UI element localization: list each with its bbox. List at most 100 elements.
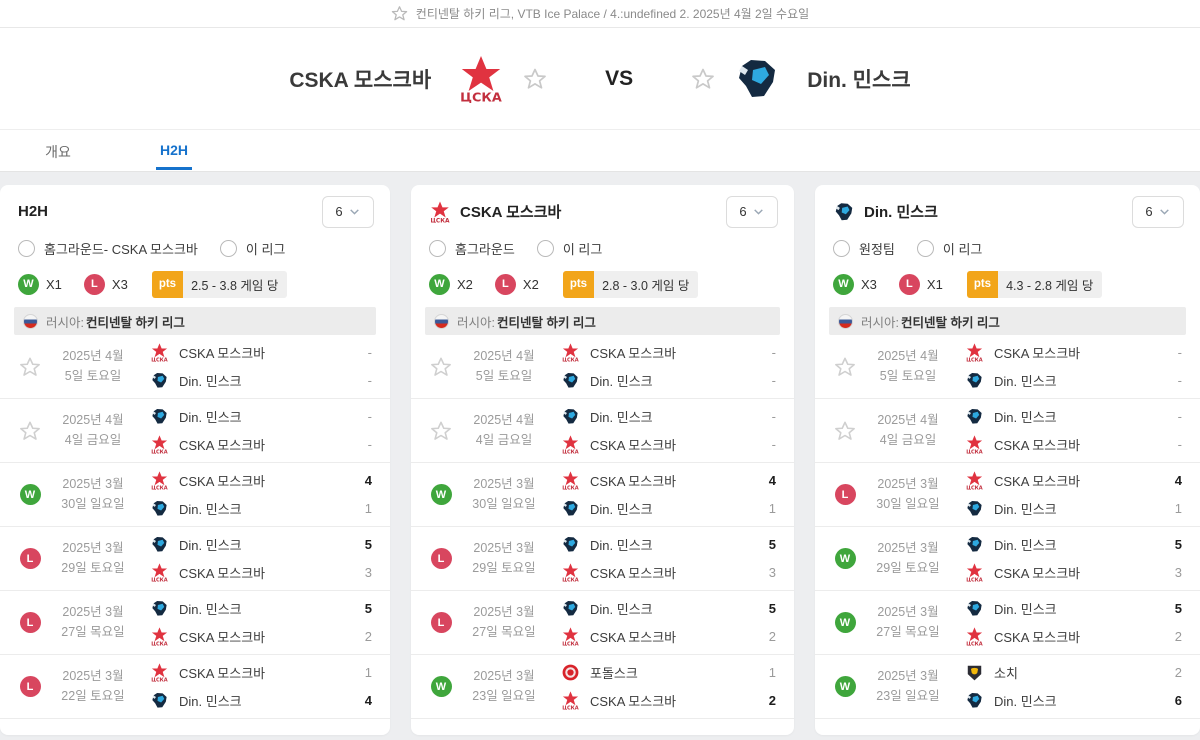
radio-filter[interactable]: 이 리그: [536, 239, 602, 258]
team-line: Din. 민스크 5: [150, 531, 372, 559]
team-logo-icon: [150, 407, 169, 426]
team-line: ЦСКА CSKA 모스크바 -: [561, 431, 776, 459]
favorite-star-icon[interactable]: [825, 356, 865, 378]
result-cell: W: [421, 676, 461, 697]
team-name: 소치: [994, 666, 1018, 681]
favorite-star-icon[interactable]: [421, 420, 461, 442]
radio-filter[interactable]: 이 리그: [219, 239, 285, 258]
radio-icon[interactable]: [219, 239, 237, 257]
loss-badge-icon: L: [898, 273, 920, 295]
team-name: 포돌스크: [590, 666, 638, 681]
radio-filter[interactable]: 홈그라운드: [429, 239, 515, 258]
radio-filter[interactable]: 원정팀: [833, 239, 895, 258]
match-row[interactable]: L 2025년 3월 22일 토요일 ЦСКА CSKA 모스크바 1 Din.…: [0, 655, 390, 719]
match-row[interactable]: 2025년 4월 5일 토요일 ЦСКА CSKA 모스크바 - Din. 민스…: [815, 335, 1200, 399]
away-team-name[interactable]: Din. 민스크: [807, 68, 911, 92]
match-row[interactable]: 2025년 4월 4일 금요일 Din. 민스크 - ЦСКА CSKA 모스크…: [411, 399, 794, 463]
match-date: 2025년 3월 29일 토요일: [472, 541, 536, 575]
match-row[interactable]: W 2025년 3월 23일 일요일 소치 2 Din. 민스크 6: [815, 655, 1200, 719]
team-name: Din. 민스크: [590, 538, 653, 553]
h2h-column-card: ЦСКА CSKA 모스크바 6 홈그라운드 이 리그 W X2 L X2 pts…: [411, 185, 794, 735]
team-score: 1: [768, 501, 776, 516]
match-row[interactable]: 2025년 4월 5일 토요일 ЦСКА CSKA 모스크바 - Din. 민스…: [0, 335, 390, 399]
team-logo-icon: ЦСКА: [561, 343, 580, 362]
match-row[interactable]: L 2025년 3월 29일 토요일 Din. 민스크 5 ЦСКА CSKA …: [411, 527, 794, 591]
result-cell: L: [825, 484, 865, 505]
radio-filter[interactable]: 이 리그: [916, 239, 982, 258]
svg-text:ЦСКА: ЦСКА: [562, 357, 579, 362]
result-cell: W: [825, 548, 865, 569]
win-badge-icon: W: [429, 273, 450, 295]
team-line: Din. 민스크 4: [150, 687, 372, 715]
columns: H2H 6 홈그라운드- CSKA 모스크바 이 리그 W X1 L X3 pts…: [0, 185, 1200, 735]
radio-icon[interactable]: [429, 239, 446, 257]
radio-icon[interactable]: [18, 239, 35, 257]
team-score: 1: [1174, 501, 1182, 516]
match-count-dropdown[interactable]: 6: [322, 195, 374, 228]
vs-label: VS: [605, 66, 634, 90]
team-name: CSKA 모스크바: [179, 630, 266, 645]
team-line: ЦСКА CSKA 모스크바 4: [965, 467, 1182, 495]
away-favorite-star-icon[interactable]: [691, 67, 715, 91]
match-count-dropdown[interactable]: 6: [726, 195, 778, 228]
radio-icon[interactable]: [916, 239, 934, 257]
match-list: 2025년 4월 5일 토요일 ЦСКА CSKA 모스크바 - Din. 민스…: [411, 335, 794, 719]
match-row[interactable]: L 2025년 3월 27일 목요일 Din. 민스크 5 ЦСКА CSKA …: [411, 591, 794, 655]
loss-badge-icon: L: [430, 548, 452, 569]
match-row[interactable]: W 2025년 3월 30일 일요일 ЦСКА CSKA 모스크바 4 Din.…: [411, 463, 794, 527]
team-score: 5: [768, 601, 776, 616]
team-line: ЦСКА CSKA 모스크바 -: [150, 431, 372, 459]
teams-cell: 포돌스크 1 ЦСКА CSKA 모스크바 2: [561, 659, 776, 715]
team-line: ЦСКА CSKA 모스크바 4: [561, 467, 776, 495]
tab-overview[interactable]: 개요: [45, 143, 71, 160]
result-cell: L: [10, 676, 50, 697]
team-score: -: [771, 437, 776, 452]
result-cell: W: [421, 484, 461, 505]
radio-filter[interactable]: 홈그라운드- CSKA 모스크바: [18, 239, 198, 258]
match-count-dropdown[interactable]: 6: [1132, 195, 1184, 228]
match-row[interactable]: 2025년 4월 4일 금요일 Din. 민스크 - ЦСКА CSKA 모스크…: [0, 399, 390, 463]
team-line: Din. 민스크 -: [150, 367, 372, 395]
match-date: 2025년 3월 27일 목요일: [876, 605, 940, 639]
match-row[interactable]: W 2025년 3월 27일 목요일 Din. 민스크 5 ЦСКА CSKA …: [815, 591, 1200, 655]
team-name: Din. 민스크: [994, 410, 1057, 425]
team-name: Din. 민스크: [994, 602, 1057, 617]
match-row[interactable]: 2025년 4월 5일 토요일 ЦСКА CSKA 모스크바 - Din. 민스…: [411, 335, 794, 399]
match-row[interactable]: W 2025년 3월 29일 토요일 Din. 민스크 5 ЦСКА CSKA …: [815, 527, 1200, 591]
match-row[interactable]: 2025년 4월 4일 금요일 Din. 민스크 - ЦСКА CSKA 모스크…: [815, 399, 1200, 463]
home-team-name[interactable]: CSKA 모스크바: [289, 68, 432, 92]
svg-text:ЦСКА: ЦСКА: [562, 449, 579, 454]
team-line: Din. 민스크 -: [561, 367, 776, 395]
team-score: 3: [768, 565, 776, 580]
column-title: Din. 민스크: [833, 201, 938, 223]
match-list: 2025년 4월 5일 토요일 ЦСКА CSKA 모스크바 - Din. 민스…: [815, 335, 1200, 719]
favorite-star-icon[interactable]: [10, 356, 50, 378]
favorite-star-icon[interactable]: [825, 420, 865, 442]
home-team-logo-icon[interactable]: ЦСКА: [457, 55, 505, 103]
match-row[interactable]: W 2025년 3월 30일 일요일 ЦСКА CSKA 모스크바 4 Din.…: [0, 463, 390, 527]
match-row[interactable]: W 2025년 3월 23일 일요일 포돌스크 1 ЦСКА CSKA 모스크바…: [411, 655, 794, 719]
radio-icon[interactable]: [536, 239, 554, 257]
column-title: ЦСКА CSKA 모스크바: [429, 200, 561, 223]
team-name: Din. 민스크: [179, 538, 242, 553]
match-row[interactable]: L 2025년 3월 30일 일요일 ЦСКА CSKA 모스크바 4 Din.…: [815, 463, 1200, 527]
team-score: -: [1177, 373, 1182, 388]
result-cell: W: [825, 612, 865, 633]
pts-badge: pts: [562, 270, 595, 298]
radio-icon[interactable]: [833, 239, 850, 257]
favorite-star-icon[interactable]: [391, 5, 408, 22]
favorite-star-icon[interactable]: [10, 420, 50, 442]
column-header: H2H 6: [0, 185, 390, 233]
away-team-logo-icon[interactable]: [733, 55, 781, 103]
match-row[interactable]: L 2025년 3월 29일 토요일 Din. 민스크 5 ЦСКА CSKA …: [0, 527, 390, 591]
filter-row: 홈그라운드- CSKA 모스크바 이 리그: [0, 233, 390, 267]
tab-h2h[interactable]: H2H: [116, 130, 232, 171]
home-favorite-star-icon[interactable]: [523, 67, 547, 91]
teams-cell: ЦСКА CSKA 모스크바 - Din. 민스크 -: [150, 339, 372, 395]
result-cell: L: [10, 612, 50, 633]
match-row[interactable]: L 2025년 3월 27일 목요일 Din. 민스크 5 ЦСКА CSKA …: [0, 591, 390, 655]
league-country: 러시아:: [46, 315, 84, 330]
favorite-star-icon[interactable]: [421, 356, 461, 378]
team-score: -: [367, 345, 372, 360]
team-logo-icon: ЦСКА: [561, 563, 580, 582]
